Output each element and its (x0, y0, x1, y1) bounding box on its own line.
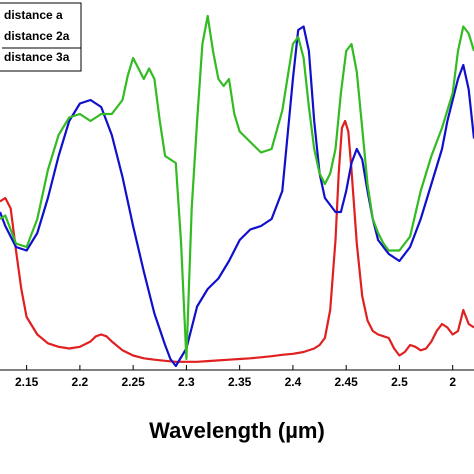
legend-entry-2: distance 2a (4, 29, 70, 43)
legend-entry-1: distance a (4, 8, 63, 22)
series-line-3 (0, 14, 474, 361)
x-tick-label: 2.25 (121, 375, 145, 389)
series-layer (0, 14, 474, 368)
x-tick-label: 2.2 (72, 375, 89, 389)
x-tick-label: 2.3 (178, 375, 195, 389)
x-axis: 2.15 2.2 2.25 2.3 2.35 2.4 2.45 2.5 2 (15, 365, 456, 389)
plot-area (0, 369, 474, 371)
x-tick-label: 2.35 (228, 375, 252, 389)
x-tick-label: 2 (449, 375, 456, 389)
x-tick-label: 2.15 (15, 375, 39, 389)
series-line-2 (0, 25, 474, 368)
x-tick-label: 2.4 (285, 375, 302, 389)
x-tick-label: 2.5 (391, 375, 408, 389)
x-axis-title: Wavelength (µm) (149, 418, 325, 443)
series-line-1 (0, 119, 474, 363)
legend: distance a distance 2a distance 3a (0, 2, 82, 72)
legend-box (0, 2, 82, 72)
legend-entry-3: distance 3a (4, 50, 70, 64)
x-tick-label: 2.45 (335, 375, 359, 389)
